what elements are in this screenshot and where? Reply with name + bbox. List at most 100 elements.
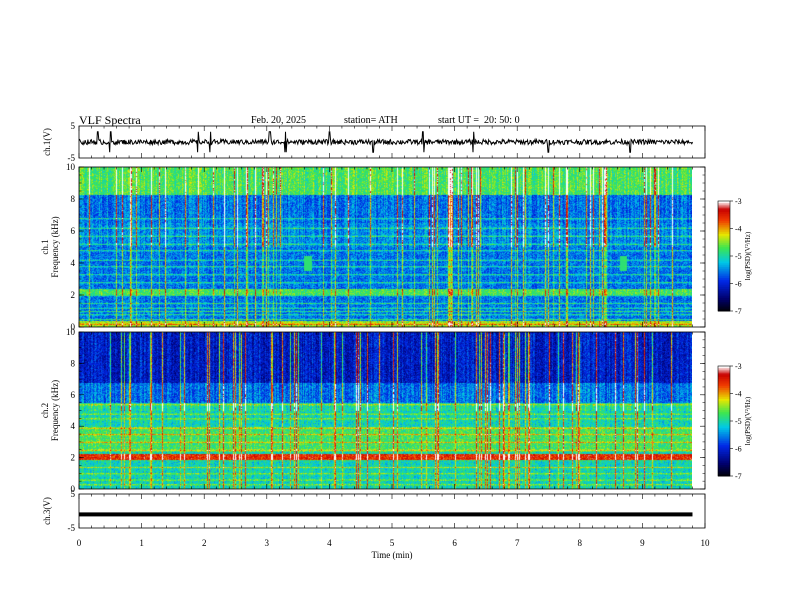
colorbar-cell	[718, 426, 730, 429]
colorbar-cell	[718, 371, 730, 374]
colorbar-cell	[718, 303, 730, 306]
colorbar-cell	[718, 459, 730, 462]
colorbar-cell	[718, 257, 730, 261]
colorbar-cell	[718, 400, 730, 404]
colorbar-cell	[718, 468, 730, 471]
colorbar-cell	[718, 446, 730, 449]
colorbar-cell	[718, 279, 730, 283]
colorbar-cell	[718, 421, 730, 424]
colorbar-cell	[718, 432, 730, 435]
colorbar-cell	[718, 443, 730, 446]
ch3-waveform-ytick-label: 5	[71, 489, 76, 499]
colorbar-cell	[718, 270, 730, 273]
ch1-waveform-ylabel: ch.1(V)	[42, 128, 52, 156]
ch1-spectrogram-ytick-label: 10	[66, 162, 76, 172]
colorbar-cell	[718, 378, 730, 382]
colorbar-cell	[718, 430, 730, 433]
ch1-spectrogram-ylabel2: Frequency (kHz)	[50, 216, 60, 277]
ch2-spectrogram-colorbar-tick-label: -5	[735, 417, 742, 426]
colorbar-cell	[718, 223, 730, 226]
colorbar-cell	[718, 267, 730, 270]
x-tick-label: 3	[265, 538, 270, 548]
colorbar-cell	[718, 305, 730, 308]
x-tick-label: 6	[452, 538, 457, 548]
colorbar-cell	[718, 256, 730, 259]
colorbar-cell	[718, 463, 730, 466]
x-tick-label: 10	[701, 538, 711, 548]
colorbar-cell	[718, 265, 730, 268]
ch3-waveform-ylabel: ch.3(V)	[42, 497, 52, 525]
colorbar-cell	[718, 276, 730, 279]
ch1-spectrogram-colorbar-tick-label: -7	[735, 307, 742, 316]
colorbar-cell	[718, 408, 730, 411]
colorbar-cell	[718, 261, 730, 264]
colorbar-cell	[718, 239, 730, 242]
colorbar-cell	[718, 294, 730, 297]
colorbar-cell	[718, 472, 730, 475]
ch3-waveform-line	[79, 512, 693, 517]
colorbar-cell	[718, 448, 730, 451]
ch2-spectrogram-ytick-label: 6	[71, 390, 76, 400]
colorbar-cell	[718, 444, 730, 448]
colorbar-cell	[718, 419, 730, 422]
ch3-waveform-ytick-label: -5	[68, 523, 76, 533]
colorbar-cell	[718, 466, 730, 470]
colorbar-cell	[718, 298, 730, 301]
ch1-spectrogram-colorbar-label: log(PSD)(V²/Hz)	[744, 231, 752, 280]
colorbar-cell	[718, 263, 730, 266]
colorbar-cell	[718, 413, 730, 416]
ch2-spectrogram-ytick-label: 4	[71, 421, 76, 431]
colorbar-cell	[718, 204, 730, 207]
colorbar-cell	[718, 254, 730, 257]
colorbar-cell	[718, 395, 730, 398]
spectrogram-ch1-spectrogram	[79, 167, 692, 327]
ch1-waveform-ytick-label: 5	[71, 121, 76, 131]
colorbar-cell	[718, 219, 730, 222]
x-tick-label: 1	[139, 538, 144, 548]
colorbar-cell	[718, 435, 730, 438]
colorbar-cell	[718, 250, 730, 253]
colorbar-cell	[718, 285, 730, 288]
colorbar-cell	[718, 386, 730, 389]
colorbar-cell	[718, 474, 730, 477]
ch1-spectrogram-ytick-label: 2	[71, 290, 76, 300]
colorbar-cell	[718, 296, 730, 299]
colorbar-cell	[718, 439, 730, 442]
colorbar-cell	[718, 243, 730, 246]
colorbar-cell	[718, 441, 730, 444]
ch2-spectrogram-ytick-label: 2	[71, 453, 76, 463]
colorbar-cell	[718, 232, 730, 235]
ch1-spectrogram-colorbar-tick-label: -3	[735, 197, 742, 206]
colorbar-cell	[718, 221, 730, 224]
colorbar-cell	[718, 411, 730, 415]
colorbar-cell	[718, 208, 730, 211]
x-tick-label: 7	[515, 538, 520, 548]
colorbar-cell	[718, 382, 730, 385]
colorbar-cell	[718, 397, 730, 400]
colorbar-cell	[718, 213, 730, 217]
date-label: Feb. 20, 2025	[251, 115, 306, 126]
ch2-spectrogram-colorbar-label: log(PSD)(V²/Hz)	[744, 396, 752, 445]
colorbar-cell	[718, 461, 730, 464]
colorbar-cell	[718, 206, 730, 209]
ch2-spectrogram-ylabel: ch.2	[40, 403, 50, 418]
ch2-spectrogram-ytick-label: 8	[71, 358, 76, 368]
colorbar-cell	[718, 259, 730, 262]
ch2-spectrogram-colorbar-tick-label: -6	[735, 445, 742, 454]
colorbar-cell	[718, 246, 730, 250]
colorbar-cell	[718, 377, 730, 380]
colorbar-cell	[718, 457, 730, 460]
colorbar-cell	[718, 252, 730, 255]
colorbar-cell	[718, 235, 730, 239]
chart-title: VLF Spectra	[79, 113, 141, 127]
ch2-spectrogram-colorbar-tick-label: -3	[735, 362, 742, 371]
colorbar-cell	[718, 274, 730, 277]
colorbar-cell	[718, 248, 730, 251]
colorbar-cell	[718, 283, 730, 286]
ch2-spectrogram-colorbar-tick-label: -7	[735, 472, 742, 481]
ch1-waveform-line	[78, 131, 693, 153]
colorbar-cell	[718, 224, 730, 228]
colorbar-cell	[718, 402, 730, 405]
colorbar-cell	[718, 366, 730, 369]
